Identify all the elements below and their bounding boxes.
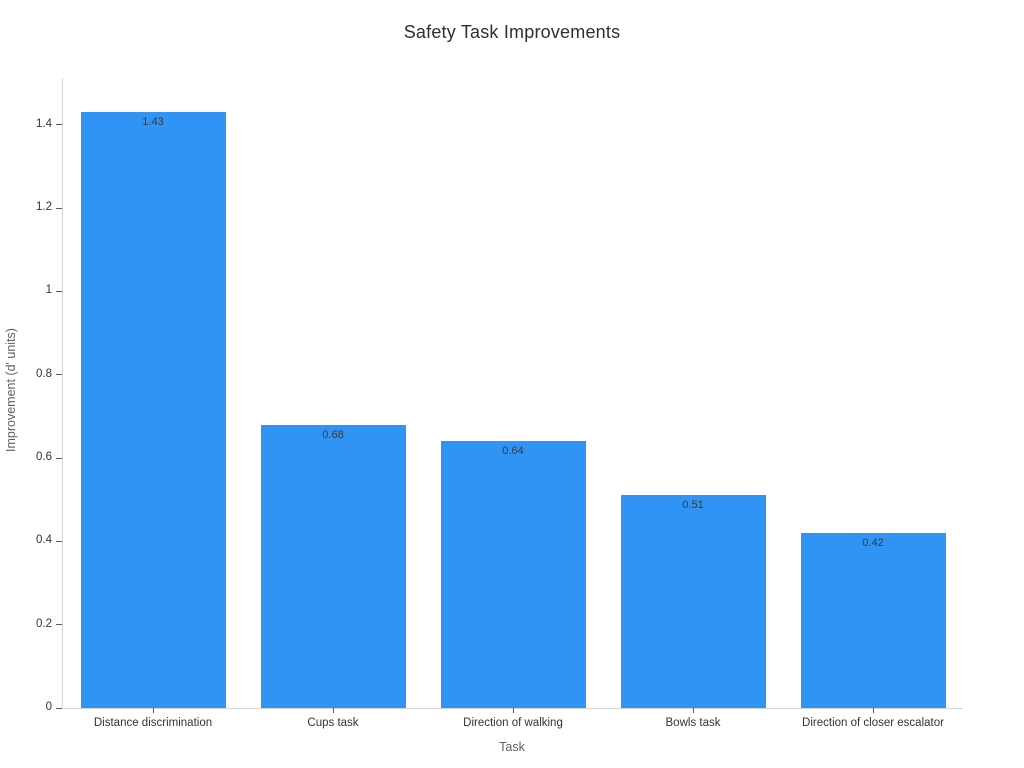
x-tick-mark xyxy=(873,708,874,713)
x-tick-label: Direction of walking xyxy=(463,717,563,729)
plot-area: 1.43 Distance discrimination 0.68 Cups task… xyxy=(36,78,963,729)
bar: 0.42 xyxy=(800,533,946,708)
y-tick-mark xyxy=(56,207,62,209)
y-tick-label: 0.2 xyxy=(36,617,52,630)
y-axis-line xyxy=(62,78,63,708)
chart-title: Safety Task Improvements xyxy=(403,22,621,42)
x-tick-label: Distance discrimination xyxy=(93,717,213,729)
bar-value-label: 0.68 xyxy=(322,429,344,441)
y-tick-label: 1.4 xyxy=(36,117,52,130)
y-tick-mark xyxy=(56,540,62,542)
bar-value-label: 1.43 xyxy=(142,116,164,128)
x-axis-title: Task xyxy=(499,740,525,754)
x-tick-mark xyxy=(153,708,154,713)
y-tick-mark xyxy=(56,290,62,292)
y-tick-label: 0.4 xyxy=(36,534,52,547)
x-tick-label: Direction of closer escalator xyxy=(802,717,944,729)
x-tick-mark xyxy=(513,708,514,713)
y-tick-mark xyxy=(56,707,62,709)
bar-value-label: 0.51 xyxy=(682,499,704,511)
x-axis-line xyxy=(62,708,963,709)
x-tick-mark xyxy=(333,708,334,713)
bar: 0.64 xyxy=(440,441,586,708)
bar: 1.43 xyxy=(80,112,226,708)
bar: 0.68 xyxy=(260,425,406,708)
y-tick-label: 0 xyxy=(45,701,52,713)
bar-value-label: 0.42 xyxy=(862,537,884,549)
bar-value-label: 0.64 xyxy=(502,445,524,457)
bar: 0.51 xyxy=(620,495,766,708)
y-tick-label: 0.8 xyxy=(36,367,52,380)
x-tick-mark xyxy=(693,708,694,713)
y-tick-mark xyxy=(56,374,62,376)
y-tick-label: 1 xyxy=(45,284,52,297)
y-tick-label: 1.2 xyxy=(36,201,52,213)
x-tick-label: Cups task xyxy=(307,717,359,729)
y-tick-mark xyxy=(56,124,62,126)
y-tick-label: 0.6 xyxy=(36,451,52,463)
x-tick-label: Bowls task xyxy=(665,717,721,729)
y-axis-title: Improvement (d' units) xyxy=(4,328,18,452)
y-tick-mark xyxy=(56,624,62,626)
y-tick-mark xyxy=(56,457,62,459)
